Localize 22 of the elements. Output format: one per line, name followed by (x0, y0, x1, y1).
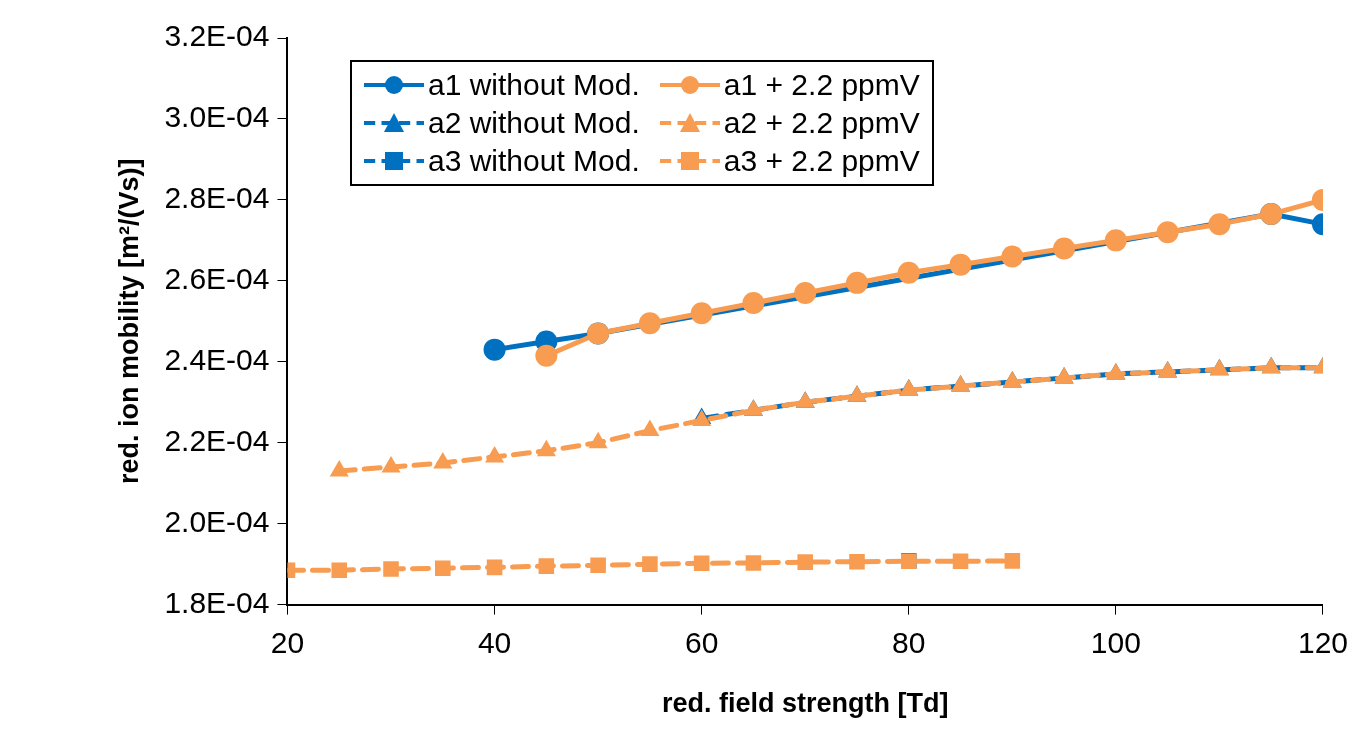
legend-label: a2 + 2.2 ppmV (723, 105, 920, 141)
legend-label: a2 without Mod. (428, 105, 640, 141)
legend-label: a1 + 2.2 ppmV (723, 67, 920, 103)
x-tick-label: 80 (892, 625, 926, 659)
y-tick-label: 2.6E-04 (164, 262, 270, 296)
y-tick-label: 2.4E-04 (164, 343, 270, 377)
y-tick-label: 1.8E-04 (164, 585, 270, 619)
y-axis-title: red. ion mobility [m²/(Vs)] (113, 158, 144, 485)
legend-label: a3 without Mod. (428, 143, 640, 179)
x-tick-label: 100 (1090, 625, 1141, 659)
y-tick-label: 2.8E-04 (164, 181, 270, 215)
x-axis-title: red. field strength [Td] (661, 688, 949, 719)
x-tick-label: 40 (477, 625, 512, 659)
x-tick-label: 60 (684, 625, 719, 659)
y-tick-label: 2.2E-04 (164, 423, 270, 457)
legend-label: a3 + 2.2 ppmV (723, 143, 920, 179)
y-tick-label: 3.2E-04 (164, 19, 270, 53)
legend-label: a1 without Mod. (428, 67, 640, 103)
y-tick-label: 3.0E-04 (164, 100, 270, 134)
y-tick-label: 2.0E-04 (164, 504, 270, 538)
x-tick-label: 120 (1297, 625, 1348, 659)
x-tick-label: 20 (270, 625, 305, 659)
